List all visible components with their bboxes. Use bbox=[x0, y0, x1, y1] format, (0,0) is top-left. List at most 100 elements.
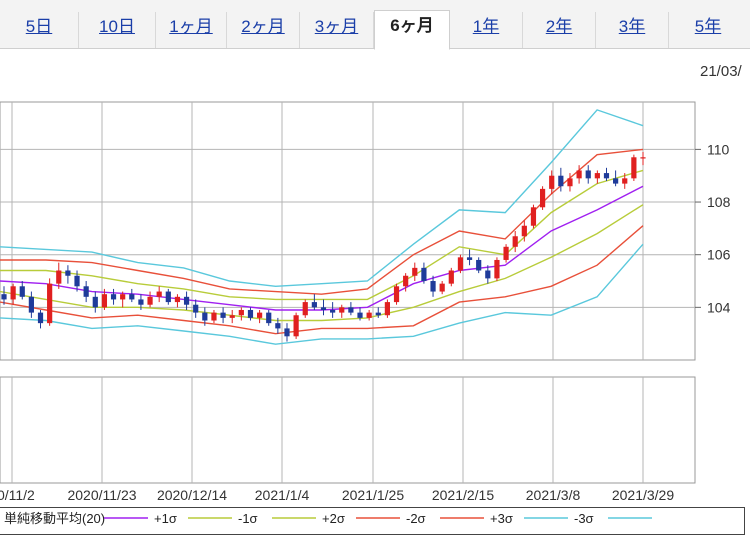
candle bbox=[412, 262, 418, 282]
candle-body bbox=[247, 309, 254, 318]
candle-body bbox=[19, 286, 25, 297]
candle-body bbox=[147, 296, 153, 305]
candle bbox=[19, 281, 25, 300]
candle-body bbox=[384, 302, 390, 316]
candle-body bbox=[357, 312, 363, 318]
candle-body bbox=[503, 246, 509, 260]
tab-2y[interactable]: 2年 bbox=[523, 12, 596, 48]
candle-body bbox=[585, 170, 591, 179]
tab-1y[interactable]: 1年 bbox=[450, 12, 523, 48]
candle bbox=[10, 283, 16, 305]
candle bbox=[238, 307, 244, 321]
candle bbox=[65, 265, 71, 284]
candle-body bbox=[183, 296, 190, 305]
candle bbox=[393, 283, 400, 305]
candle-body bbox=[339, 307, 345, 313]
legend-label: -3σ bbox=[574, 511, 594, 526]
candle-body bbox=[120, 294, 126, 300]
candle-body bbox=[567, 178, 573, 187]
band-plus3-sigma-line bbox=[0, 109, 644, 288]
y-tick-label: 110 bbox=[707, 141, 730, 157]
candle-body bbox=[37, 312, 44, 324]
candle bbox=[147, 291, 153, 308]
x-tick-label: 2021/1/25 bbox=[342, 487, 404, 503]
candle-body bbox=[421, 267, 427, 282]
tab-3m[interactable]: 3ヶ月 bbox=[300, 12, 374, 48]
x-tick-label: 2021/2/15 bbox=[432, 487, 494, 503]
candle bbox=[211, 309, 217, 324]
candle bbox=[129, 288, 135, 303]
candle-body bbox=[293, 315, 299, 337]
candle bbox=[558, 167, 564, 192]
candle bbox=[284, 323, 290, 342]
candle-body bbox=[238, 309, 244, 316]
candle bbox=[576, 165, 582, 184]
candle-body bbox=[466, 257, 473, 260]
candle bbox=[521, 220, 527, 242]
candle bbox=[183, 291, 190, 310]
candle-body bbox=[512, 236, 518, 247]
candle bbox=[56, 262, 62, 289]
candle bbox=[339, 304, 345, 318]
candle bbox=[330, 302, 336, 318]
candle bbox=[476, 257, 482, 274]
candle bbox=[594, 170, 600, 184]
candle bbox=[156, 286, 162, 303]
candle-body bbox=[193, 304, 199, 313]
candle-body bbox=[211, 312, 217, 321]
candle-body bbox=[110, 294, 117, 300]
candle-body bbox=[594, 173, 600, 179]
legend-label: 単純移動平均(20) bbox=[4, 511, 105, 526]
candle-body bbox=[174, 296, 181, 303]
tab-6m[interactable]: 6ヶ月 bbox=[374, 10, 450, 50]
candle-body bbox=[229, 315, 235, 318]
candle bbox=[83, 281, 89, 303]
candle bbox=[366, 309, 372, 321]
tab-5d[interactable]: 5日 bbox=[0, 12, 79, 48]
candle bbox=[120, 291, 126, 308]
candle bbox=[457, 254, 464, 274]
candle-body bbox=[1, 294, 7, 300]
candle bbox=[293, 312, 299, 339]
candle bbox=[275, 317, 281, 334]
candle-body bbox=[220, 312, 226, 318]
candle bbox=[403, 273, 409, 292]
candle-body bbox=[83, 286, 89, 297]
candle bbox=[202, 307, 208, 326]
candle-body bbox=[92, 296, 98, 308]
candle-body bbox=[302, 302, 308, 316]
tab-1m[interactable]: 1ヶ月 bbox=[156, 12, 227, 48]
tab-2m[interactable]: 2ヶ月 bbox=[227, 12, 300, 48]
tab-3y[interactable]: 3年 bbox=[596, 12, 669, 48]
tab-10d[interactable]: 10日 bbox=[79, 12, 156, 48]
candle bbox=[549, 170, 555, 195]
candle bbox=[193, 299, 199, 318]
candle-body bbox=[603, 173, 610, 179]
candle-body bbox=[56, 270, 62, 284]
candle-body bbox=[138, 299, 144, 305]
candle-body bbox=[65, 270, 71, 276]
candle-body bbox=[284, 328, 290, 337]
candle-body bbox=[494, 259, 500, 279]
candle bbox=[466, 249, 473, 266]
y-tick-label: 106 bbox=[707, 247, 731, 263]
candle bbox=[302, 299, 308, 318]
candle-body bbox=[439, 283, 445, 292]
legend-label: -2σ bbox=[406, 511, 426, 526]
legend-label: +1σ bbox=[154, 511, 177, 526]
candle bbox=[110, 288, 117, 305]
candle-body bbox=[47, 283, 53, 324]
candle-body bbox=[257, 312, 263, 318]
tab-5y[interactable]: 5年 bbox=[694, 17, 722, 36]
candle-body bbox=[622, 178, 628, 184]
candle-body bbox=[330, 309, 336, 313]
candle-body bbox=[28, 296, 34, 313]
legend-label: +2σ bbox=[322, 511, 345, 526]
candle bbox=[1, 286, 7, 305]
candle-body bbox=[165, 291, 171, 303]
candle-body bbox=[266, 312, 272, 324]
candle-body bbox=[430, 281, 436, 292]
x-tick-label: 2020/11/23 bbox=[67, 487, 136, 503]
candle bbox=[165, 288, 171, 305]
candle-body bbox=[101, 294, 108, 308]
